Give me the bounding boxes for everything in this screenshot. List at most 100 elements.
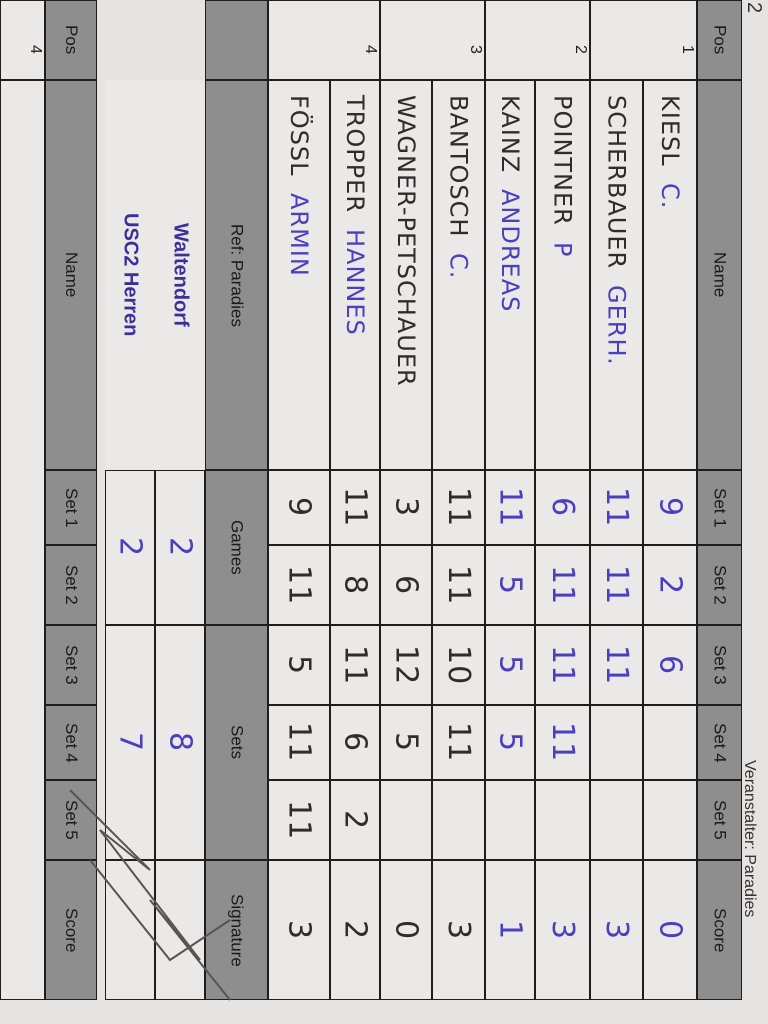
set-score-cell: 2 <box>643 545 697 625</box>
player-score-cell: 3 <box>590 860 643 1000</box>
bottom-header-set4: Set 4 <box>45 705 97 780</box>
player-score-cell: 0 <box>380 860 432 1000</box>
sets-header: Sets <box>205 625 268 860</box>
organizer-label: Veranstalter: Paradies <box>741 760 758 918</box>
player-score-cell: 3 <box>432 860 485 1000</box>
pos-cell: 2 <box>485 0 590 80</box>
set-score-cell: 11 <box>590 470 643 545</box>
player-firstname: ANDREAS <box>496 189 524 313</box>
header-set4: Set 4 <box>697 705 742 780</box>
player-surname: WAGNER-PETSCHAUER <box>392 95 420 387</box>
set-score-cell: 11 <box>268 705 330 780</box>
player-name-cell: TROPPER HANNES <box>330 80 380 470</box>
set-score-cell: 11 <box>590 625 643 705</box>
player-surname: TROPPER <box>341 95 369 214</box>
set-score-cell: 11 <box>268 545 330 625</box>
set-score-cell: 11 <box>432 545 485 625</box>
team-games: 2 <box>105 470 155 625</box>
team-name: Waltendorf <box>155 80 205 470</box>
set-score-cell: 11 <box>330 470 380 545</box>
bottom-header-pos: Pos <box>45 0 97 80</box>
header-pos: Pos <box>697 0 742 80</box>
team-sets: 8 <box>155 625 205 860</box>
set-score-cell <box>590 780 643 860</box>
set-score-cell <box>643 705 697 780</box>
player-name-cell: KIESL C. <box>643 80 697 470</box>
player-name-cell: POINTNER P <box>535 80 590 470</box>
player-surname: BANTOSCH <box>444 95 473 238</box>
player-score-cell: 0 <box>643 860 697 1000</box>
pos-cell: 1 <box>590 0 697 80</box>
player-firstname: C. <box>444 253 473 280</box>
header-set3: Set 3 <box>697 625 742 705</box>
set-score-cell: 6 <box>643 625 697 705</box>
games-header: Games <box>205 470 268 625</box>
set-score-cell <box>643 780 697 860</box>
header-set1: Set 1 <box>697 470 742 545</box>
team-signature <box>155 860 205 1000</box>
team-sets: 7 <box>105 625 155 860</box>
set-score-cell: 8 <box>330 545 380 625</box>
set-score-cell: 11 <box>432 705 485 780</box>
player-score-cell: 2 <box>330 860 380 1000</box>
bottom-header-name: Name <box>45 80 97 470</box>
set-score-cell: 11 <box>535 625 590 705</box>
set-score-cell: 11 <box>590 545 643 625</box>
bottom-row <box>0 80 45 1000</box>
player-surname: POINTNER <box>548 95 577 226</box>
set-score-cell <box>485 780 535 860</box>
set-score-cell: 11 <box>330 625 380 705</box>
set-score-cell: 11 <box>268 780 330 860</box>
bottom-header-set2: Set 2 <box>45 545 97 625</box>
header-set5: Set 5 <box>697 780 742 860</box>
set-score-cell: 5 <box>485 625 535 705</box>
pos-cell: 4 <box>268 0 380 80</box>
set-score-cell: 11 <box>432 470 485 545</box>
set-score-cell: 6 <box>380 545 432 625</box>
bottom-header-set1: Set 1 <box>45 470 97 545</box>
set-score-cell: 10 <box>432 625 485 705</box>
set-score-cell <box>432 780 485 860</box>
player-surname: KAINZ <box>496 95 524 174</box>
player-score-cell: 1 <box>485 860 535 1000</box>
player-firstname: C. <box>656 182 684 209</box>
header-set2: Set 2 <box>697 545 742 625</box>
player-name-cell: WAGNER-PETSCHAUER <box>380 80 432 470</box>
set-score-cell: 5 <box>485 545 535 625</box>
player-name-cell: BANTOSCH C. <box>432 80 485 470</box>
set-score-cell: 5 <box>268 625 330 705</box>
set-score-cell <box>380 780 432 860</box>
set-score-cell: 5 <box>380 705 432 780</box>
set-score-cell: 6 <box>535 470 590 545</box>
summary-blank <box>205 0 268 80</box>
player-surname: SCHERBAUER <box>602 95 631 270</box>
player-surname: FÖSSL <box>285 95 313 177</box>
bottom-pos-cell: 4 <box>0 0 45 80</box>
player-name-cell: KAINZ ANDREAS <box>485 80 535 470</box>
set-score-cell: 9 <box>643 470 697 545</box>
player-score-cell: 3 <box>268 860 330 1000</box>
bottom-header-score: Score <box>45 860 97 1000</box>
set-score-cell: 11 <box>535 545 590 625</box>
player-firstname: HANNES <box>341 229 369 336</box>
player-firstname: ARMIN <box>285 192 313 277</box>
header-score: Score <box>697 860 742 1000</box>
player-firstname: P <box>548 241 577 258</box>
header-name: Name <box>697 80 742 470</box>
set-score-cell: 12 <box>380 625 432 705</box>
set-score-cell: 11 <box>485 470 535 545</box>
referee-label: Ref: Paradies <box>205 80 268 470</box>
set-score-cell: 11 <box>535 705 590 780</box>
bottom-header-set5: Set 5 <box>45 780 97 860</box>
player-name-cell: SCHERBAUER GERH. <box>590 80 643 470</box>
set-score-cell: 3 <box>380 470 432 545</box>
set-score-cell: 5 <box>485 705 535 780</box>
player-score-cell: 3 <box>535 860 590 1000</box>
set-score-cell <box>590 705 643 780</box>
team-name: USC2 Herren <box>105 80 155 470</box>
player-name-cell: FÖSSL ARMIN <box>268 80 330 470</box>
bottom-header-set3: Set 3 <box>45 625 97 705</box>
player-surname: KIESL <box>656 95 684 167</box>
set-score-cell <box>535 780 590 860</box>
